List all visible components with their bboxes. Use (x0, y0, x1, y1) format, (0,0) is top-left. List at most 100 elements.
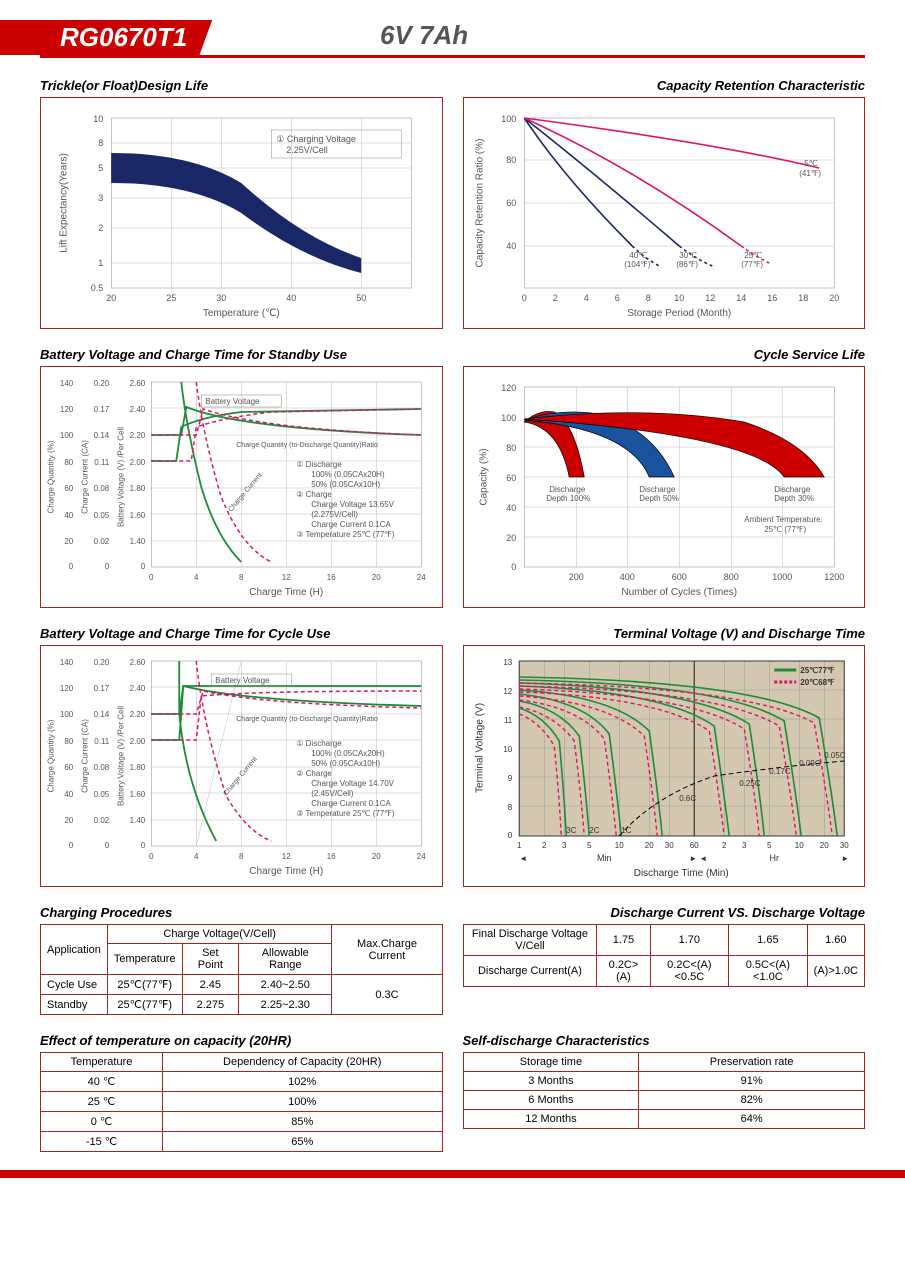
svg-text:Charge Current: Charge Current (222, 756, 258, 797)
svg-text:12: 12 (503, 687, 512, 696)
svg-text:8: 8 (98, 138, 103, 148)
svg-text:0.17: 0.17 (94, 684, 110, 693)
svg-text:50% (0.05CAx10H): 50% (0.05CAx10H) (311, 759, 380, 768)
svg-text:60: 60 (64, 484, 73, 493)
svg-text:60: 60 (64, 763, 73, 772)
svg-text:10: 10 (614, 841, 623, 850)
svg-text:80: 80 (64, 737, 73, 746)
svg-text:0.05C: 0.05C (824, 751, 846, 760)
svg-text:1.40: 1.40 (130, 537, 146, 546)
chart-cycle: Battery Voltage Charge Quantity (to-Disc… (40, 645, 443, 887)
svg-text:12: 12 (282, 852, 291, 861)
svg-text:12: 12 (282, 573, 291, 582)
svg-text:60: 60 (506, 473, 516, 483)
svg-text:2.60: 2.60 (130, 658, 146, 667)
svg-text:80: 80 (506, 443, 516, 453)
svg-text:2: 2 (722, 841, 727, 850)
svg-text:(86℉): (86℉) (676, 260, 698, 269)
svg-text:(2.275V/Cell): (2.275V/Cell) (311, 510, 358, 519)
svg-text:►: ► (689, 854, 697, 863)
svg-text:(2.45V/Cell): (2.45V/Cell) (311, 789, 354, 798)
svg-text:Charge Voltage 13.65V: Charge Voltage 13.65V (311, 500, 394, 509)
svg-text:2.40: 2.40 (130, 405, 146, 414)
svg-text:① Discharge: ① Discharge (296, 460, 342, 469)
chart-title-standby: Battery Voltage and Charge Time for Stan… (40, 347, 443, 362)
chart-trickle: ① Charging Voltage2.25V/Cell 10853210.5 … (40, 97, 443, 329)
svg-text:0: 0 (521, 293, 526, 303)
svg-text:20: 20 (506, 533, 516, 543)
svg-text:1.60: 1.60 (130, 511, 146, 520)
svg-text:140: 140 (60, 379, 74, 388)
svg-text:8: 8 (239, 573, 244, 582)
svg-text:400: 400 (619, 572, 634, 582)
svg-text:Discharge Time (Min): Discharge Time (Min) (633, 868, 728, 879)
svg-text:0.08: 0.08 (94, 763, 110, 772)
svg-text:13: 13 (503, 658, 512, 667)
svg-text:25℃ (77℉): 25℃ (77℉) (764, 525, 806, 534)
svg-text:40: 40 (506, 503, 516, 513)
svg-text:3: 3 (742, 841, 747, 850)
svg-text:600: 600 (671, 572, 686, 582)
svg-text:0: 0 (507, 831, 512, 840)
svg-text:Charge Quantity (to-Discharge: Charge Quantity (to-Discharge Quantity)R… (236, 442, 378, 449)
svg-text:0.05: 0.05 (94, 790, 110, 799)
svg-text:20: 20 (372, 573, 381, 582)
svg-text:Charge Current (CA): Charge Current (CA) (80, 719, 89, 793)
svg-text:Discharge: Discharge (639, 485, 676, 494)
svg-text:40: 40 (506, 241, 516, 251)
svg-text:1.80: 1.80 (130, 763, 146, 772)
svg-text:0: 0 (105, 562, 110, 571)
svg-text:10: 10 (93, 114, 103, 124)
svg-text:Charge Quantity (%): Charge Quantity (%) (46, 719, 55, 792)
selfdis-title: Self-discharge Characteristics (463, 1033, 866, 1048)
svg-text:0: 0 (511, 562, 516, 572)
svg-text:Storage Period (Month): Storage Period (Month) (627, 308, 731, 319)
svg-text:18: 18 (798, 293, 808, 303)
svg-text:Charge Time (H): Charge Time (H) (249, 587, 323, 598)
svg-text:20: 20 (644, 841, 653, 850)
svg-text:6: 6 (614, 293, 619, 303)
svg-text:20℃68℉: 20℃68℉ (800, 678, 835, 687)
svg-text:0: 0 (149, 573, 154, 582)
model-badge: RG0670T1 (0, 20, 212, 55)
svg-text:0.05: 0.05 (94, 511, 110, 520)
svg-text:100% (0.05CAx20H): 100% (0.05CAx20H) (311, 470, 385, 479)
svg-text:0.14: 0.14 (94, 710, 110, 719)
svg-text:25℃77℉: 25℃77℉ (800, 666, 835, 675)
svg-text:100: 100 (501, 114, 516, 124)
svg-text:0.02: 0.02 (94, 816, 110, 825)
svg-text:40: 40 (286, 293, 296, 303)
svg-text:40: 40 (64, 790, 73, 799)
header-divider (40, 55, 865, 58)
svg-text:100: 100 (501, 413, 516, 423)
chart-title-cyclelife: Cycle Service Life (463, 347, 866, 362)
svg-text:1: 1 (98, 258, 103, 268)
svg-text:0: 0 (105, 841, 110, 850)
svg-text:8: 8 (645, 293, 650, 303)
svg-text:1.60: 1.60 (130, 790, 146, 799)
svg-text:3: 3 (98, 193, 103, 203)
svg-text:③ Temperature 25℃ (77℉): ③ Temperature 25℃ (77℉) (296, 530, 395, 539)
svg-text:8: 8 (507, 803, 512, 812)
footer-bar (0, 1170, 905, 1178)
svg-text:0.25C: 0.25C (739, 779, 761, 788)
svg-text:0.20: 0.20 (94, 658, 110, 667)
tempcap-table: TemperatureDependency of Capacity (20HR)… (40, 1052, 443, 1152)
svg-text:Charge Voltage 14.70V: Charge Voltage 14.70V (311, 779, 394, 788)
svg-text:3: 3 (562, 841, 567, 850)
svg-text:1200: 1200 (824, 572, 844, 582)
chart-title-cycle: Battery Voltage and Charge Time for Cycl… (40, 626, 443, 641)
svg-text:20: 20 (819, 841, 828, 850)
svg-text:5: 5 (98, 163, 103, 173)
svg-text:50% (0.05CAx10H): 50% (0.05CAx10H) (311, 480, 380, 489)
svg-text:5: 5 (767, 841, 772, 850)
svg-text:Min: Min (596, 853, 611, 863)
svg-text:Charge Quantity (%): Charge Quantity (%) (46, 440, 55, 513)
svg-text:0.11: 0.11 (94, 737, 110, 746)
svg-text:►: ► (841, 854, 849, 863)
svg-text:10: 10 (674, 293, 684, 303)
svg-text:200: 200 (568, 572, 583, 582)
svg-text:140: 140 (60, 658, 74, 667)
spec-label: 6V 7Ah (380, 20, 468, 51)
svg-text:0.08: 0.08 (94, 484, 110, 493)
